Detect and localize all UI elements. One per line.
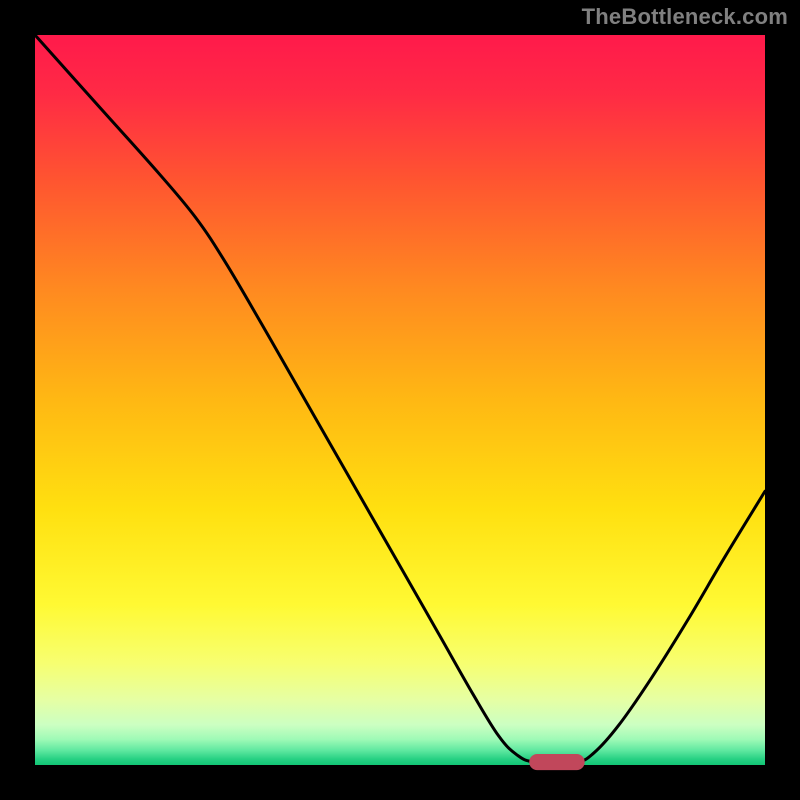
optimal-marker [529, 754, 584, 770]
watermark-text: TheBottleneck.com [582, 4, 788, 30]
chart-container: TheBottleneck.com [0, 0, 800, 800]
plot-area [35, 35, 765, 765]
bottleneck-curve-chart [0, 0, 800, 800]
